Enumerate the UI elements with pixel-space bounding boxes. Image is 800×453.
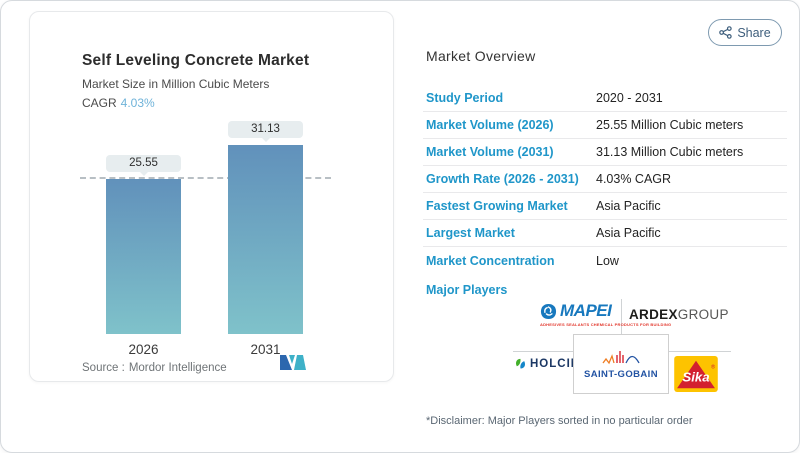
- holcim-logo: HOLCIM: [514, 357, 581, 370]
- mapei-tagline: ADHESIVES SEALANTS CHEMICAL PRODUCTS FOR…: [540, 322, 672, 327]
- table-row: Growth Rate (2026 - 2031) 4.03% CAGR: [423, 166, 787, 193]
- overview-table: Study Period 2020 - 2031 Market Volume (…: [423, 85, 787, 274]
- sika-reg-mark: ®: [711, 363, 716, 370]
- player-divider: [669, 351, 731, 352]
- chart-header: Self Leveling Concrete Market Market Siz…: [82, 52, 309, 110]
- mordor-intelligence-logo: [280, 355, 306, 375]
- disclaimer-text: *Disclaimer: Major Players sorted in no …: [426, 415, 693, 427]
- cagr-value: 4.03%: [120, 96, 155, 110]
- overview-heading: Market Overview: [426, 48, 536, 64]
- cagr-label: CAGR: [82, 96, 117, 110]
- bar-2026: [106, 179, 181, 334]
- table-row: Largest Market Asia Pacific: [423, 220, 787, 247]
- table-row: Market Volume (2031) 31.13 Million Cubic…: [423, 139, 787, 166]
- value-label-2031: 31.13: [228, 121, 303, 142]
- chart-subtitle: Market Size in Million Cubic Meters: [82, 77, 270, 91]
- row-label: Study Period: [426, 91, 504, 105]
- row-label: Market Volume (2031): [426, 145, 554, 159]
- mapei-badge-icon: [540, 303, 557, 320]
- row-value: Asia Pacific: [596, 199, 661, 213]
- player-divider: [621, 299, 622, 334]
- row-label: Growth Rate (2026 - 2031): [426, 172, 579, 186]
- row-value: 31.13 Million Cubic meters: [596, 145, 744, 159]
- share-nodes-icon: [719, 26, 733, 39]
- table-row: Study Period 2020 - 2031: [423, 85, 787, 112]
- source-line: Source : Mordor Intelligence: [82, 362, 231, 374]
- value-label-2026: 25.55: [106, 155, 181, 176]
- chart-title: Self Leveling Concrete Market: [82, 52, 310, 69]
- market-chart-card: Self Leveling Concrete Market Market Siz…: [29, 11, 394, 382]
- row-label: Market Concentration: [426, 253, 555, 268]
- saint-gobain-skyline-icon: [601, 348, 641, 367]
- bar-2031: [228, 145, 303, 334]
- ardex-wordmark: ARDEX: [629, 307, 678, 322]
- sika-logo: Sika ®: [674, 356, 718, 397]
- axis-label-2026: 2026: [128, 342, 159, 357]
- row-value: Low: [596, 253, 619, 268]
- ardex-group-word: GROUP: [677, 307, 729, 322]
- major-players-label: Major Players: [426, 283, 508, 297]
- table-row: Market Concentration Low: [423, 247, 787, 274]
- saint-gobain-logo: SAINT-GOBAIN: [573, 334, 669, 394]
- row-value: 25.55 Million Cubic meters: [596, 118, 744, 132]
- table-row: Fastest Growing Market Asia Pacific: [423, 193, 787, 220]
- mapei-wordmark: MAPEI: [560, 301, 612, 320]
- sika-wordmark: Sika: [682, 370, 709, 385]
- share-button-label: Share: [737, 25, 771, 40]
- mapei-logo: MAPEI ADHESIVES SEALANTS CHEMICAL PRODUC…: [540, 301, 672, 327]
- bar-chart: 25.55 31.13 2026 2031: [80, 119, 331, 357]
- row-value: Asia Pacific: [596, 226, 661, 240]
- row-label: Fastest Growing Market: [426, 199, 568, 213]
- axis-label-2031: 2031: [250, 342, 281, 357]
- holcim-wordmark: HOLCIM: [530, 357, 582, 370]
- row-label: Largest Market: [426, 226, 515, 240]
- share-button[interactable]: Share: [708, 19, 782, 46]
- major-players-grid: MAPEI ADHESIVES SEALANTS CHEMICAL PRODUC…: [506, 293, 776, 398]
- source-name: Mordor Intelligence: [128, 362, 227, 374]
- reference-line: [80, 177, 331, 179]
- ardex-logo: ARDEXGROUP: [629, 307, 729, 322]
- cagr-line: CAGR 4.03%: [82, 96, 309, 110]
- player-divider: [513, 351, 573, 352]
- saint-gobain-wordmark: SAINT-GOBAIN: [584, 369, 658, 380]
- source-label: Source :: [82, 362, 125, 374]
- table-row: Market Volume (2026) 25.55 Million Cubic…: [423, 112, 787, 139]
- row-label: Market Volume (2026): [426, 118, 554, 132]
- row-value: 4.03% CAGR: [596, 172, 672, 186]
- row-value: 2020 - 2031: [596, 91, 663, 105]
- holcim-leaf-icon: [514, 357, 527, 370]
